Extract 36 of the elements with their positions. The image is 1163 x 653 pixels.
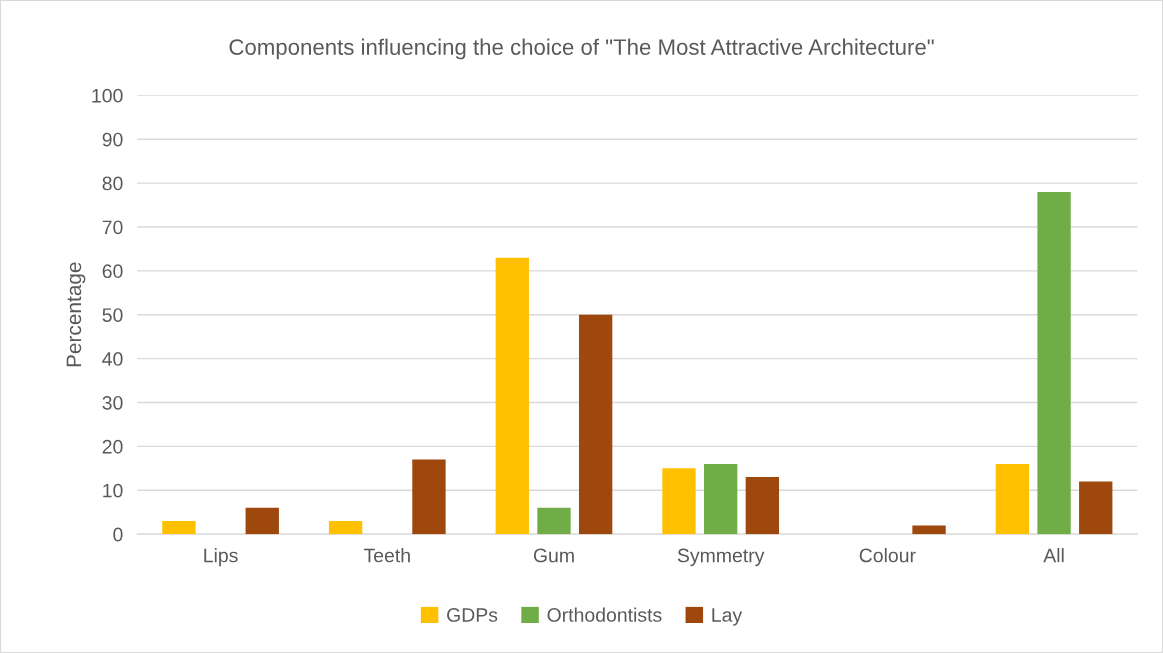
y-tick-label: 10 — [103, 483, 123, 498]
bar — [537, 507, 571, 535]
x-tick-label: Teeth — [363, 548, 410, 563]
bar — [1037, 191, 1071, 535]
x-tick-label: Colour — [859, 548, 916, 563]
legend-label: Lay — [712, 608, 743, 626]
y-axis-title: Percentage — [66, 262, 86, 367]
y-tick-label: 20 — [102, 439, 123, 454]
bar — [412, 459, 446, 535]
legend-label: Orthodontists — [547, 607, 662, 622]
y-tick-label: 80 — [102, 176, 123, 191]
x-tick-label: Symmetry — [677, 548, 765, 567]
bar — [162, 520, 196, 535]
bar — [245, 507, 279, 535]
y-tick-label: 0 — [113, 527, 123, 542]
chart-title: Components influencing the choice of "The Most Attractive Architecture" — [229, 38, 934, 60]
y-tick-label: 70 — [102, 220, 123, 235]
x-tick-label: Lips — [204, 548, 238, 567]
y-tick-label: 40 — [102, 352, 123, 366]
y-tick-label: 30 — [102, 395, 123, 410]
bar — [1079, 481, 1113, 535]
y-tick-label: 60 — [102, 264, 123, 279]
bar — [704, 463, 738, 535]
bar — [662, 468, 696, 535]
y-tick-label: 50 — [102, 308, 123, 322]
bar — [495, 257, 529, 535]
bar — [995, 463, 1030, 535]
bar — [745, 477, 780, 535]
x-tick-label: Gum — [533, 548, 574, 563]
bar — [578, 314, 613, 535]
bar — [912, 525, 946, 535]
bar — [328, 520, 363, 535]
legend-label: GDPs — [447, 608, 498, 622]
x-tick-label: All — [1043, 548, 1064, 563]
y-tick-label: 90 — [102, 132, 123, 147]
y-tick-label: 100 — [92, 88, 123, 103]
